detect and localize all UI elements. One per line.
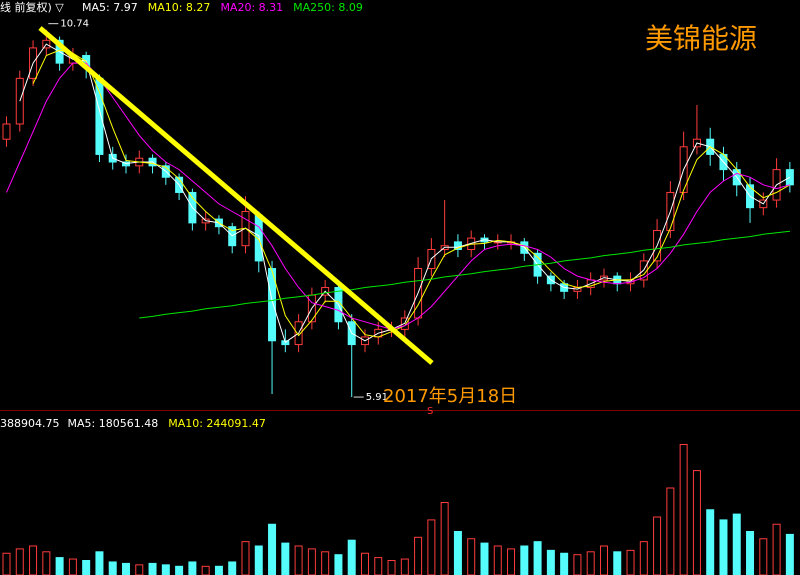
candle-body — [2, 123, 11, 140]
volume-bar — [387, 560, 396, 575]
volume-bar — [639, 541, 648, 575]
volume-bar — [175, 565, 184, 575]
date-annotation: 2017年5月18日 — [383, 386, 517, 407]
volume-bar — [268, 523, 277, 575]
volume-bar — [241, 541, 250, 575]
legend: MA5: 7.97 MA10: 8.27 MA20: 8.31 MA250: 8.09… — [48, 1, 388, 430]
volume-bar — [82, 560, 91, 575]
volume-bar — [121, 562, 130, 575]
volume-bar — [440, 502, 449, 575]
volume-bar — [520, 545, 529, 575]
stock-name: 美锦能源 — [645, 22, 757, 55]
volume-bar — [15, 548, 24, 575]
volume-bar — [95, 551, 104, 575]
volume-bar — [188, 561, 197, 575]
volume-bar — [29, 545, 38, 575]
ma-line — [19, 43, 791, 344]
low-annotation: 5.91 — [366, 392, 388, 403]
volume-label: 388904.75 — [0, 417, 60, 430]
volume-bar — [68, 558, 77, 575]
volume-bar — [347, 539, 356, 575]
volume-bar — [453, 531, 462, 575]
volume-bar — [148, 562, 157, 575]
volume-bar — [400, 558, 409, 575]
legend-entry: MA5: 7.97 — [82, 1, 138, 14]
volume-bar — [732, 513, 741, 575]
volume-bar — [108, 561, 117, 575]
volume-bar — [493, 545, 502, 575]
volume-bar — [427, 519, 436, 575]
volume-bar — [135, 564, 144, 575]
volume-bar — [679, 444, 688, 575]
candle-body — [268, 268, 277, 342]
volume-bar — [55, 557, 64, 575]
volume-bar — [374, 557, 383, 575]
volume-bar — [467, 538, 476, 575]
volume-bar — [281, 542, 290, 575]
volume-bar — [414, 536, 423, 575]
ma-line — [6, 62, 791, 330]
volume-bar — [2, 552, 11, 575]
volume-bar — [772, 523, 781, 575]
legend-entry: MA250: 8.09 — [293, 1, 363, 14]
volume-bar — [42, 551, 51, 575]
volume-bar — [613, 551, 622, 575]
volume-bar — [586, 551, 595, 575]
marks — [2, 29, 794, 575]
trend-line — [38, 26, 434, 365]
legend-entry: MA10: 8.27 — [148, 1, 211, 14]
volume-bar — [201, 565, 210, 575]
volume-bar — [653, 516, 662, 575]
volume-bar — [360, 552, 369, 575]
volume-bar — [666, 487, 675, 575]
volume-bar — [228, 561, 237, 575]
volume-legend-entry: MA10: 244091.47 — [168, 417, 266, 430]
volume-bar — [214, 565, 223, 575]
chart-title: 线 前复权) ▽ — [0, 0, 64, 14]
volume-bar — [746, 531, 755, 575]
volume-bar — [599, 545, 608, 575]
volume-bar — [719, 519, 728, 575]
high-annotation: 10.74 — [60, 19, 89, 30]
volume-legend-entry: MA5: 180561.48 — [68, 417, 159, 430]
volume-bar — [254, 545, 263, 575]
volume-bar — [294, 545, 303, 575]
ma-line — [32, 49, 791, 338]
volume-bar — [321, 551, 330, 575]
legend-entry: MA20: 8.31 — [220, 1, 283, 14]
volume-bar — [307, 548, 316, 575]
volume-bar — [573, 554, 582, 575]
volume-bar — [560, 552, 569, 575]
signal-mark: S — [427, 406, 433, 417]
candle-body — [95, 77, 104, 155]
volume-bar — [785, 533, 794, 575]
volume-bar — [480, 542, 489, 575]
volume-bar — [334, 554, 343, 575]
ma-line — [139, 230, 790, 319]
volume-bar — [706, 509, 715, 575]
volume-bar — [626, 549, 635, 575]
volume-bar — [546, 549, 555, 575]
volume-bar — [161, 564, 170, 575]
volume-bar — [692, 470, 701, 575]
volume-bar — [507, 548, 516, 575]
volume-bar — [533, 541, 542, 575]
volume-bar — [759, 538, 768, 575]
